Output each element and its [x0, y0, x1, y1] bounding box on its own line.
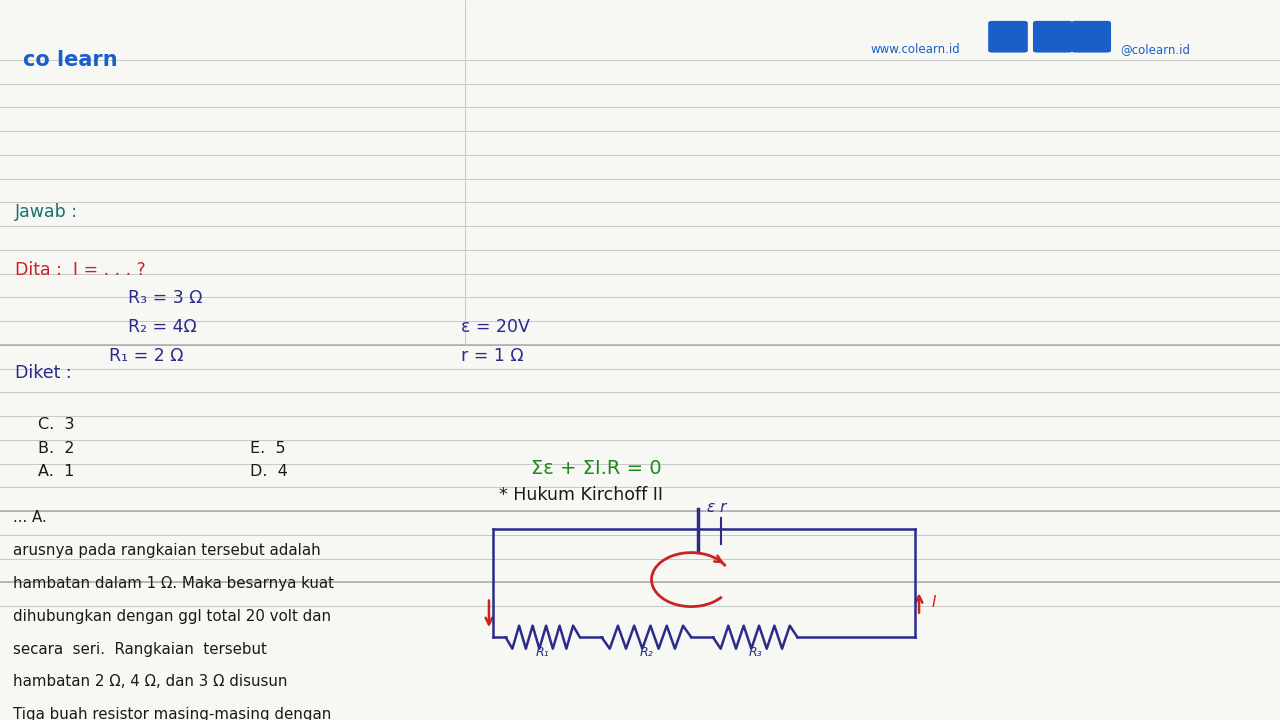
Text: R₃: R₃	[749, 646, 762, 659]
FancyBboxPatch shape	[1071, 21, 1111, 53]
Text: co learn: co learn	[23, 50, 118, 71]
Text: ... A.: ... A.	[13, 510, 46, 526]
Text: ε r: ε r	[707, 500, 727, 516]
FancyBboxPatch shape	[1033, 21, 1073, 53]
Text: Tiga buah resistor masing-masing dengan: Tiga buah resistor masing-masing dengan	[13, 707, 332, 720]
Text: C.  3: C. 3	[38, 417, 76, 432]
Text: Jawab :: Jawab :	[15, 203, 78, 221]
FancyBboxPatch shape	[988, 21, 1028, 53]
Text: R₁: R₁	[536, 646, 549, 659]
Text: E.  5: E. 5	[250, 441, 285, 456]
Text: D.  4: D. 4	[250, 464, 288, 480]
Text: I: I	[932, 595, 937, 610]
Text: www.colearn.id: www.colearn.id	[870, 43, 960, 56]
Text: secara  seri.  Rangkaian  tersebut: secara seri. Rangkaian tersebut	[13, 642, 266, 657]
Text: @colearn.id: @colearn.id	[1120, 43, 1190, 56]
Text: R₂: R₂	[640, 646, 653, 659]
Text: A.  1: A. 1	[38, 464, 74, 480]
Text: dihubungkan dengan ggl total 20 volt dan: dihubungkan dengan ggl total 20 volt dan	[13, 609, 332, 624]
Text: r = 1 Ω: r = 1 Ω	[461, 347, 524, 365]
Text: Σε + ΣI.R = 0: Σε + ΣI.R = 0	[531, 459, 662, 478]
Text: arusnya pada rangkaian tersebut adalah: arusnya pada rangkaian tersebut adalah	[13, 543, 320, 558]
Text: R₂ = 4Ω: R₂ = 4Ω	[128, 318, 197, 336]
Text: Diket :: Diket :	[15, 364, 72, 382]
Text: R₁ = 2 Ω: R₁ = 2 Ω	[109, 347, 183, 365]
Text: * Hukum Kirchoff II: * Hukum Kirchoff II	[499, 486, 663, 504]
Text: hambatan dalam 1 Ω. Maka besarnya kuat: hambatan dalam 1 Ω. Maka besarnya kuat	[13, 576, 334, 591]
Text: ε = 20V: ε = 20V	[461, 318, 530, 336]
Text: hambatan 2 Ω, 4 Ω, dan 3 Ω disusun: hambatan 2 Ω, 4 Ω, dan 3 Ω disusun	[13, 674, 287, 689]
Text: R₃ = 3 Ω: R₃ = 3 Ω	[128, 289, 202, 307]
Text: B.  2: B. 2	[38, 441, 76, 456]
Text: Dita :  I = . . . ?: Dita : I = . . . ?	[15, 261, 146, 279]
